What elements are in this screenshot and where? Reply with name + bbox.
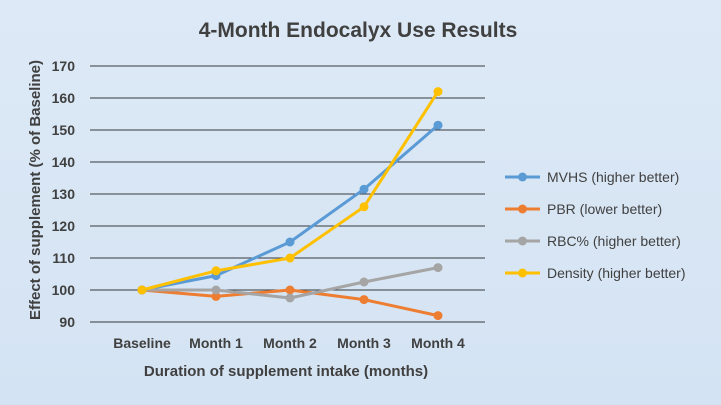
legend-label: PBR (lower better) (547, 201, 662, 217)
data-point (285, 293, 295, 303)
data-point (433, 120, 443, 130)
data-point (211, 285, 221, 295)
legend-item: Density (higher better) (505, 265, 686, 281)
x-axis-ticks: Baseline Month 1 Month 2 Month 3 Month 4 (113, 335, 465, 351)
y-axis-ticks: 90 100 110 120 130 140 150 160 170 (52, 58, 76, 330)
data-point (137, 285, 147, 295)
legend-item: PBR (lower better) (505, 201, 662, 217)
y-tick-label: 110 (52, 250, 75, 266)
x-tick-label: Baseline (113, 335, 171, 351)
data-point (433, 311, 443, 321)
data-point (433, 87, 443, 97)
data-point (285, 285, 295, 295)
y-axis-label: Effect of supplement (% of Baseline) (27, 60, 44, 320)
legend-item: MVHS (higher better) (505, 169, 679, 185)
x-axis-label: Duration of supplement intake (months) (144, 363, 428, 380)
data-point (285, 253, 295, 263)
data-point (433, 263, 443, 273)
legend-marker (518, 204, 527, 214)
series-density (137, 87, 443, 295)
data-point (359, 295, 369, 305)
legend-label: MVHS (higher better) (547, 169, 679, 185)
data-point (211, 291, 221, 301)
legend-label: RBC% (higher better) (547, 233, 681, 249)
gridlines (90, 65, 485, 323)
legend-label: Density (higher better) (547, 265, 686, 281)
y-tick-label: 150 (52, 122, 76, 138)
data-point (359, 202, 369, 212)
y-tick-label: 140 (52, 154, 76, 170)
y-tick-label: 100 (52, 282, 76, 298)
legend: MVHS (higher better) PBR (lower better) RB… (505, 169, 686, 281)
y-tick-label: 90 (59, 314, 75, 330)
y-tick-label: 160 (52, 90, 76, 106)
legend-marker (518, 268, 527, 278)
data-point (359, 277, 369, 287)
x-tick-label: Month 4 (411, 335, 465, 351)
series-line (140, 123, 440, 292)
y-tick-label: 170 (52, 58, 76, 74)
y-tick-label: 120 (52, 218, 76, 234)
legend-marker (518, 236, 527, 246)
x-tick-label: Month 2 (263, 335, 317, 351)
x-tick-label: Month 1 (189, 335, 243, 351)
legend-item: RBC% (higher better) (505, 233, 681, 249)
y-tick-label: 130 (52, 186, 76, 202)
series-mvhs (137, 120, 443, 295)
legend-marker (518, 172, 527, 182)
x-tick-label: Month 3 (337, 335, 391, 351)
chart-title: 4-Month Endocalyx Use Results (199, 19, 518, 42)
data-point (211, 266, 221, 276)
data-point (285, 237, 295, 247)
data-point (359, 184, 369, 194)
series-lines (137, 87, 443, 321)
